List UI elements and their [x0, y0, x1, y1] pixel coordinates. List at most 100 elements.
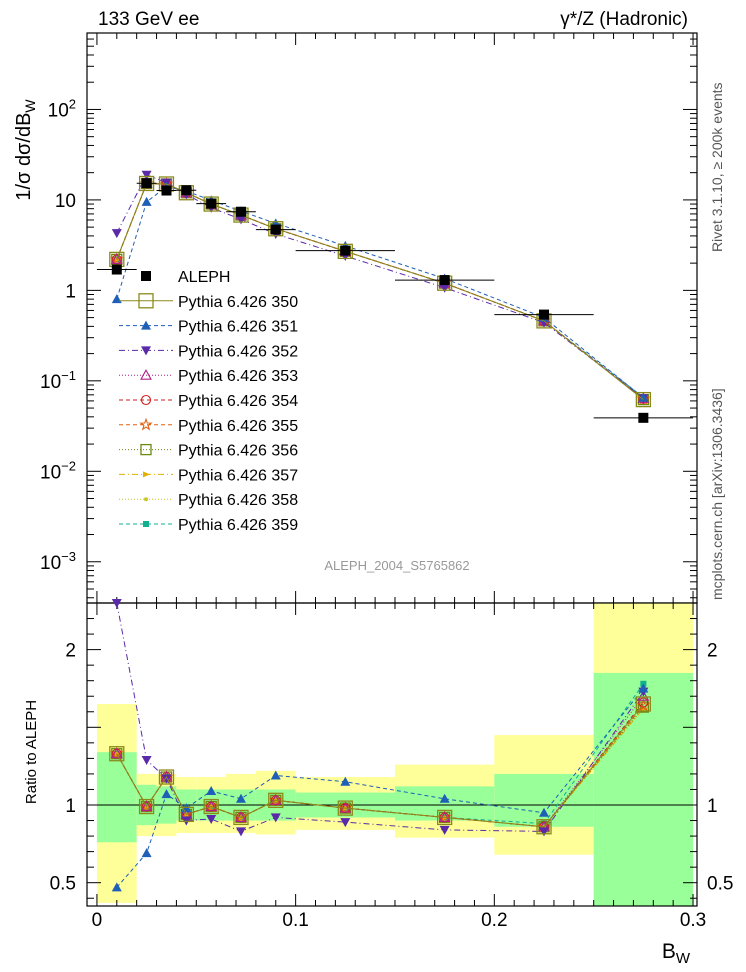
analysis-id: ALEPH_2004_S5765862 — [324, 558, 469, 573]
ratio-series-line-0 — [116, 703, 644, 828]
main-point-2-8 — [439, 283, 450, 293]
main-y-tick-label-2: 10−1 — [40, 368, 76, 393]
ratio-point-2-6 — [270, 813, 281, 823]
main-series-line-8 — [116, 182, 644, 400]
ratio-point-3-1 — [140, 800, 153, 812]
ratio-point-2-2 — [161, 774, 172, 784]
ratio-band-green-9 — [494, 773, 594, 827]
legend-label-1: Pythia 6.426 350 — [178, 294, 298, 311]
aleph-point-4 — [206, 198, 217, 209]
legend-entry-0: ALEPH — [141, 269, 230, 286]
ratio-y-tick-label-left-2: 2 — [65, 641, 76, 662]
main-point-1-0 — [111, 294, 122, 304]
legend-entry-5: Pythia 6.426 354 — [119, 393, 298, 410]
ratio-point-0-6 — [268, 792, 284, 808]
ratio-point-6-10 — [637, 701, 650, 713]
main-point-0-7 — [337, 243, 353, 259]
legend-entry-1: Pythia 6.426 350 — [119, 293, 298, 311]
legend-label-10: Pythia 6.426 359 — [178, 517, 298, 534]
ratio-point-1-10 — [638, 683, 649, 693]
legend-label-2: Pythia 6.426 351 — [178, 319, 298, 336]
ratio-frame — [86, 602, 698, 907]
ratio-point-3-4 — [205, 800, 218, 812]
aleph-point-6 — [270, 224, 281, 235]
ratio-point-0-3 — [178, 806, 194, 822]
ratio-point-3-0 — [110, 747, 123, 759]
main-y-tick-label-4: 10 — [55, 191, 76, 212]
ratio-point-0-0 — [109, 746, 125, 762]
ratio-point-2-8 — [439, 825, 450, 835]
x-axis-label: BW — [662, 940, 691, 967]
aleph-point-2 — [161, 185, 172, 196]
ratio-point-1-8 — [439, 793, 450, 803]
main-series-line-9 — [116, 182, 644, 398]
ratio-point-0-5 — [233, 809, 249, 826]
main-series-line-7 — [116, 182, 644, 400]
main-series-line-6 — [116, 182, 644, 400]
main-panel: 10−3 10−2 10−1 1 10 102 — [40, 32, 698, 604]
ratio-point-0-10 — [635, 696, 652, 712]
aleph-point-10 — [638, 412, 649, 423]
main-series-line-4 — [116, 182, 644, 400]
ratio-y-tick-label-right-2: 2 — [707, 641, 718, 662]
main-point-2-5 — [235, 215, 246, 225]
ratio-point-0-7 — [337, 800, 353, 816]
ratio-point-1-1 — [141, 848, 152, 858]
legend-label-5: Pythia 6.426 354 — [178, 393, 298, 410]
ratio-point-2-4 — [206, 814, 217, 824]
ratio-point-1-0 — [111, 882, 122, 892]
legend-label-0: ALEPH — [178, 269, 230, 286]
main-y-tick-label-3: 1 — [65, 281, 76, 302]
ratio-y-tick-label-right-0: 0.5 — [707, 874, 733, 895]
aleph-point-0 — [111, 264, 122, 275]
legend-label-3: Pythia 6.426 352 — [178, 343, 298, 360]
legend-label-6: Pythia 6.426 355 — [178, 418, 298, 435]
legend-entry-2: Pythia 6.426 351 — [119, 319, 298, 336]
legend-entry-3: Pythia 6.426 352 — [119, 343, 298, 360]
ratio-point-1-6 — [270, 770, 281, 780]
ratio-point-2-7 — [340, 818, 351, 828]
ratio-point-2-0 — [111, 599, 122, 608]
ratio-point-0-1 — [138, 798, 155, 815]
aleph-point-3 — [181, 185, 192, 196]
legend-entry-6: Pythia 6.426 355 — [119, 417, 298, 435]
main-y-tick-label-5: 102 — [48, 96, 76, 121]
ratio-y-tick-label-left-1: 1 — [65, 796, 76, 817]
main-series-line-2 — [116, 174, 644, 399]
main-series-line-0 — [116, 182, 644, 400]
ratio-y-tick-label-right-1: 1 — [707, 796, 718, 817]
ratio-point-9-9 — [541, 820, 548, 827]
ratio-point-0-2 — [158, 769, 175, 785]
ratio-point-4-10 — [638, 697, 649, 708]
main-y-tick-label-1: 10−2 — [40, 458, 76, 483]
ratio-point-2-9 — [539, 827, 550, 837]
main-point-3-0 — [110, 253, 123, 264]
legend-label-8: Pythia 6.426 357 — [178, 467, 298, 484]
x-tick-label-0: 0 — [92, 910, 103, 931]
ratio-point-0-8 — [437, 809, 453, 826]
main-series-line-1 — [116, 186, 644, 399]
aleph-point-8 — [439, 275, 450, 286]
legend: ALEPH Pythia 6.426 350 Pythia 6.426 351 Pyt… — [119, 269, 298, 534]
energy-label: 133 GeV ee — [98, 9, 199, 30]
legend-entry-8: Pythia 6.426 357 — [119, 467, 298, 484]
legend-label-9: Pythia 6.426 358 — [178, 492, 298, 509]
main-point-0-6 — [268, 221, 284, 237]
ratio-point-3-6 — [269, 794, 282, 805]
main-y-tick-label-0: 10−3 — [40, 549, 76, 574]
rivet-side-label: Rivet 3.1.10, ≥ 200k events — [709, 82, 725, 252]
main-point-0-10 — [635, 391, 652, 408]
legend-label-4: Pythia 6.426 353 — [178, 368, 298, 385]
ratio-point-1-4 — [206, 786, 217, 796]
legend-entry-4: Pythia 6.426 353 — [119, 368, 298, 385]
legend-label-7: Pythia 6.426 356 — [178, 443, 298, 460]
ratio-y-axis-label: Ratio to ALEPH — [23, 700, 40, 804]
main-point-1-10 — [638, 392, 649, 402]
legend-entry-10: Pythia 6.426 359 — [119, 517, 298, 534]
ratio-point-1-9 — [539, 807, 550, 817]
ratio-point-1-5 — [235, 793, 246, 803]
aleph-point-5 — [235, 206, 246, 217]
x-tick-label-1: 0.1 — [282, 910, 308, 931]
